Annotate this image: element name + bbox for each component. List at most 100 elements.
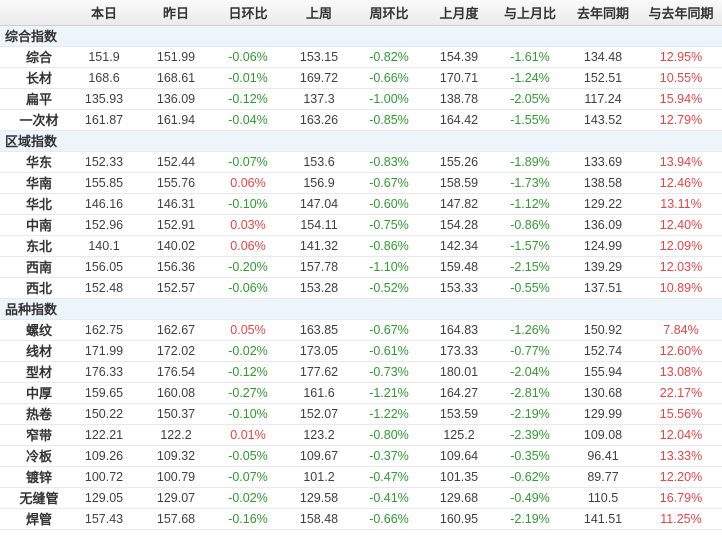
table-row: 热卷 150.22 150.37 -0.10% 152.07 -1.22% 153.59 -2… xyxy=(0,403,722,425)
percent-cell: -1.57% xyxy=(494,235,566,257)
percent-cell: 7.84% xyxy=(640,319,722,341)
percent-cell: -0.86% xyxy=(494,214,566,236)
percent-cell: 0.03% xyxy=(212,214,284,236)
table-row: 焊管 157.43 157.68 -0.16% 158.48 -0.66% 160.95 -2… xyxy=(0,508,722,530)
table-row: 冷板 109.26 109.32 -0.05% 109.67 -0.37% 109.64 -0… xyxy=(0,445,722,467)
value-cell: 171.99 xyxy=(68,340,140,362)
percent-cell: -0.82% xyxy=(354,46,424,68)
row-label: 一次材 xyxy=(0,109,68,131)
value-cell: 155.26 xyxy=(424,151,494,173)
row-label: 无缝管 xyxy=(0,487,68,509)
percent-cell: -0.49% xyxy=(494,487,566,509)
percent-cell: -0.61% xyxy=(354,340,424,362)
percent-cell: -1.00% xyxy=(354,88,424,110)
value-cell: 138.58 xyxy=(566,172,640,194)
value-cell: 164.83 xyxy=(424,319,494,341)
row-label: 华东 xyxy=(0,151,68,173)
value-cell: 153.59 xyxy=(424,403,494,425)
percent-cell: 10.55% xyxy=(640,67,722,89)
value-cell: 164.27 xyxy=(424,382,494,404)
value-cell: 157.78 xyxy=(284,256,354,278)
column-header: 上月度 xyxy=(424,0,494,26)
percent-cell: 11.25% xyxy=(640,508,722,530)
percent-cell: -1.55% xyxy=(494,109,566,131)
value-cell: 153.6 xyxy=(284,151,354,173)
table-row: 华东 152.33 152.44 -0.07% 153.6 -0.83% 155.26 -1.… xyxy=(0,151,722,173)
percent-cell: -1.21% xyxy=(354,382,424,404)
value-cell: 173.05 xyxy=(284,340,354,362)
value-cell: 162.67 xyxy=(140,319,212,341)
percent-cell: -0.47% xyxy=(354,466,424,488)
value-cell: 122.2 xyxy=(140,424,212,446)
value-cell: 100.72 xyxy=(68,466,140,488)
value-cell: 123.2 xyxy=(284,424,354,446)
value-cell: 134.48 xyxy=(566,46,640,68)
value-cell: 129.22 xyxy=(566,193,640,215)
percent-cell: -0.86% xyxy=(354,235,424,257)
section-header-row: 区域指数 xyxy=(0,130,722,152)
percent-cell: 10.89% xyxy=(640,277,722,299)
value-cell: 109.64 xyxy=(424,445,494,467)
percent-cell: -2.04% xyxy=(494,361,566,383)
value-cell: 150.92 xyxy=(566,319,640,341)
row-label: 螺纹 xyxy=(0,319,68,341)
column-header: 周环比 xyxy=(354,0,424,26)
row-label: 东北 xyxy=(0,235,68,257)
percent-cell: -0.01% xyxy=(212,67,284,89)
value-cell: 135.93 xyxy=(68,88,140,110)
value-cell: 142.34 xyxy=(424,235,494,257)
row-label: 华南 xyxy=(0,172,68,194)
value-cell: 173.33 xyxy=(424,340,494,362)
percent-cell: 0.06% xyxy=(212,172,284,194)
value-cell: 124.99 xyxy=(566,235,640,257)
value-cell: 153.15 xyxy=(284,46,354,68)
percent-cell: 12.04% xyxy=(640,424,722,446)
value-cell: 146.31 xyxy=(140,193,212,215)
percent-cell: -2.81% xyxy=(494,382,566,404)
percent-cell: -0.80% xyxy=(354,424,424,446)
percent-cell: -2.39% xyxy=(494,424,566,446)
value-cell: 101.2 xyxy=(284,466,354,488)
value-cell: 152.44 xyxy=(140,151,212,173)
value-cell: 156.05 xyxy=(68,256,140,278)
percent-cell: -1.10% xyxy=(354,256,424,278)
table-row: 华北 146.16 146.31 -0.10% 147.04 -0.60% 147.82 -1… xyxy=(0,193,722,215)
column-header: 与上月比 xyxy=(494,0,566,26)
row-label: 镀锌 xyxy=(0,466,68,488)
percent-cell: -2.19% xyxy=(494,508,566,530)
value-cell: 164.42 xyxy=(424,109,494,131)
value-cell: 180.01 xyxy=(424,361,494,383)
table-row: 西南 156.05 156.36 -0.20% 157.78 -1.10% 159.48 -2… xyxy=(0,256,722,278)
value-cell: 176.33 xyxy=(68,361,140,383)
section-label: 品种指数 xyxy=(0,298,722,320)
column-header: 日环比 xyxy=(212,0,284,26)
value-cell: 162.75 xyxy=(68,319,140,341)
value-cell: 96.41 xyxy=(566,445,640,467)
table-row: 中南 152.96 152.91 0.03% 154.11 -0.75% 154.28 -0.… xyxy=(0,214,722,236)
percent-cell: -0.55% xyxy=(494,277,566,299)
percent-cell: -0.06% xyxy=(212,46,284,68)
value-cell: 163.85 xyxy=(284,319,354,341)
table-row: 华南 155.85 155.76 0.06% 156.9 -0.67% 158.59 -1.7… xyxy=(0,172,722,194)
percent-cell: -0.73% xyxy=(354,361,424,383)
value-cell: 122.21 xyxy=(68,424,140,446)
value-cell: 156.9 xyxy=(284,172,354,194)
value-cell: 129.68 xyxy=(424,487,494,509)
value-cell: 125.2 xyxy=(424,424,494,446)
value-cell: 101.35 xyxy=(424,466,494,488)
percent-cell: -0.05% xyxy=(212,445,284,467)
value-cell: 155.94 xyxy=(566,361,640,383)
value-cell: 151.9 xyxy=(68,46,140,68)
percent-cell: 12.40% xyxy=(640,214,722,236)
value-cell: 150.37 xyxy=(140,403,212,425)
percent-cell: -1.73% xyxy=(494,172,566,194)
table-row: 长材 168.6 168.61 -0.01% 169.72 -0.66% 170.71 -1.… xyxy=(0,67,722,89)
percent-cell: -0.60% xyxy=(354,193,424,215)
percent-cell: -2.19% xyxy=(494,403,566,425)
percent-cell: -0.07% xyxy=(212,466,284,488)
table-header-row: 本日 昨日 日环比 上周 周环比 上月度 与上月比 去年同期 与去年同期 xyxy=(0,0,722,26)
percent-cell: 15.94% xyxy=(640,88,722,110)
value-cell: 152.51 xyxy=(566,67,640,89)
percent-cell: -0.85% xyxy=(354,109,424,131)
table-row: 镀锌 100.72 100.79 -0.07% 101.2 -0.47% 101.35 -0.… xyxy=(0,466,722,488)
